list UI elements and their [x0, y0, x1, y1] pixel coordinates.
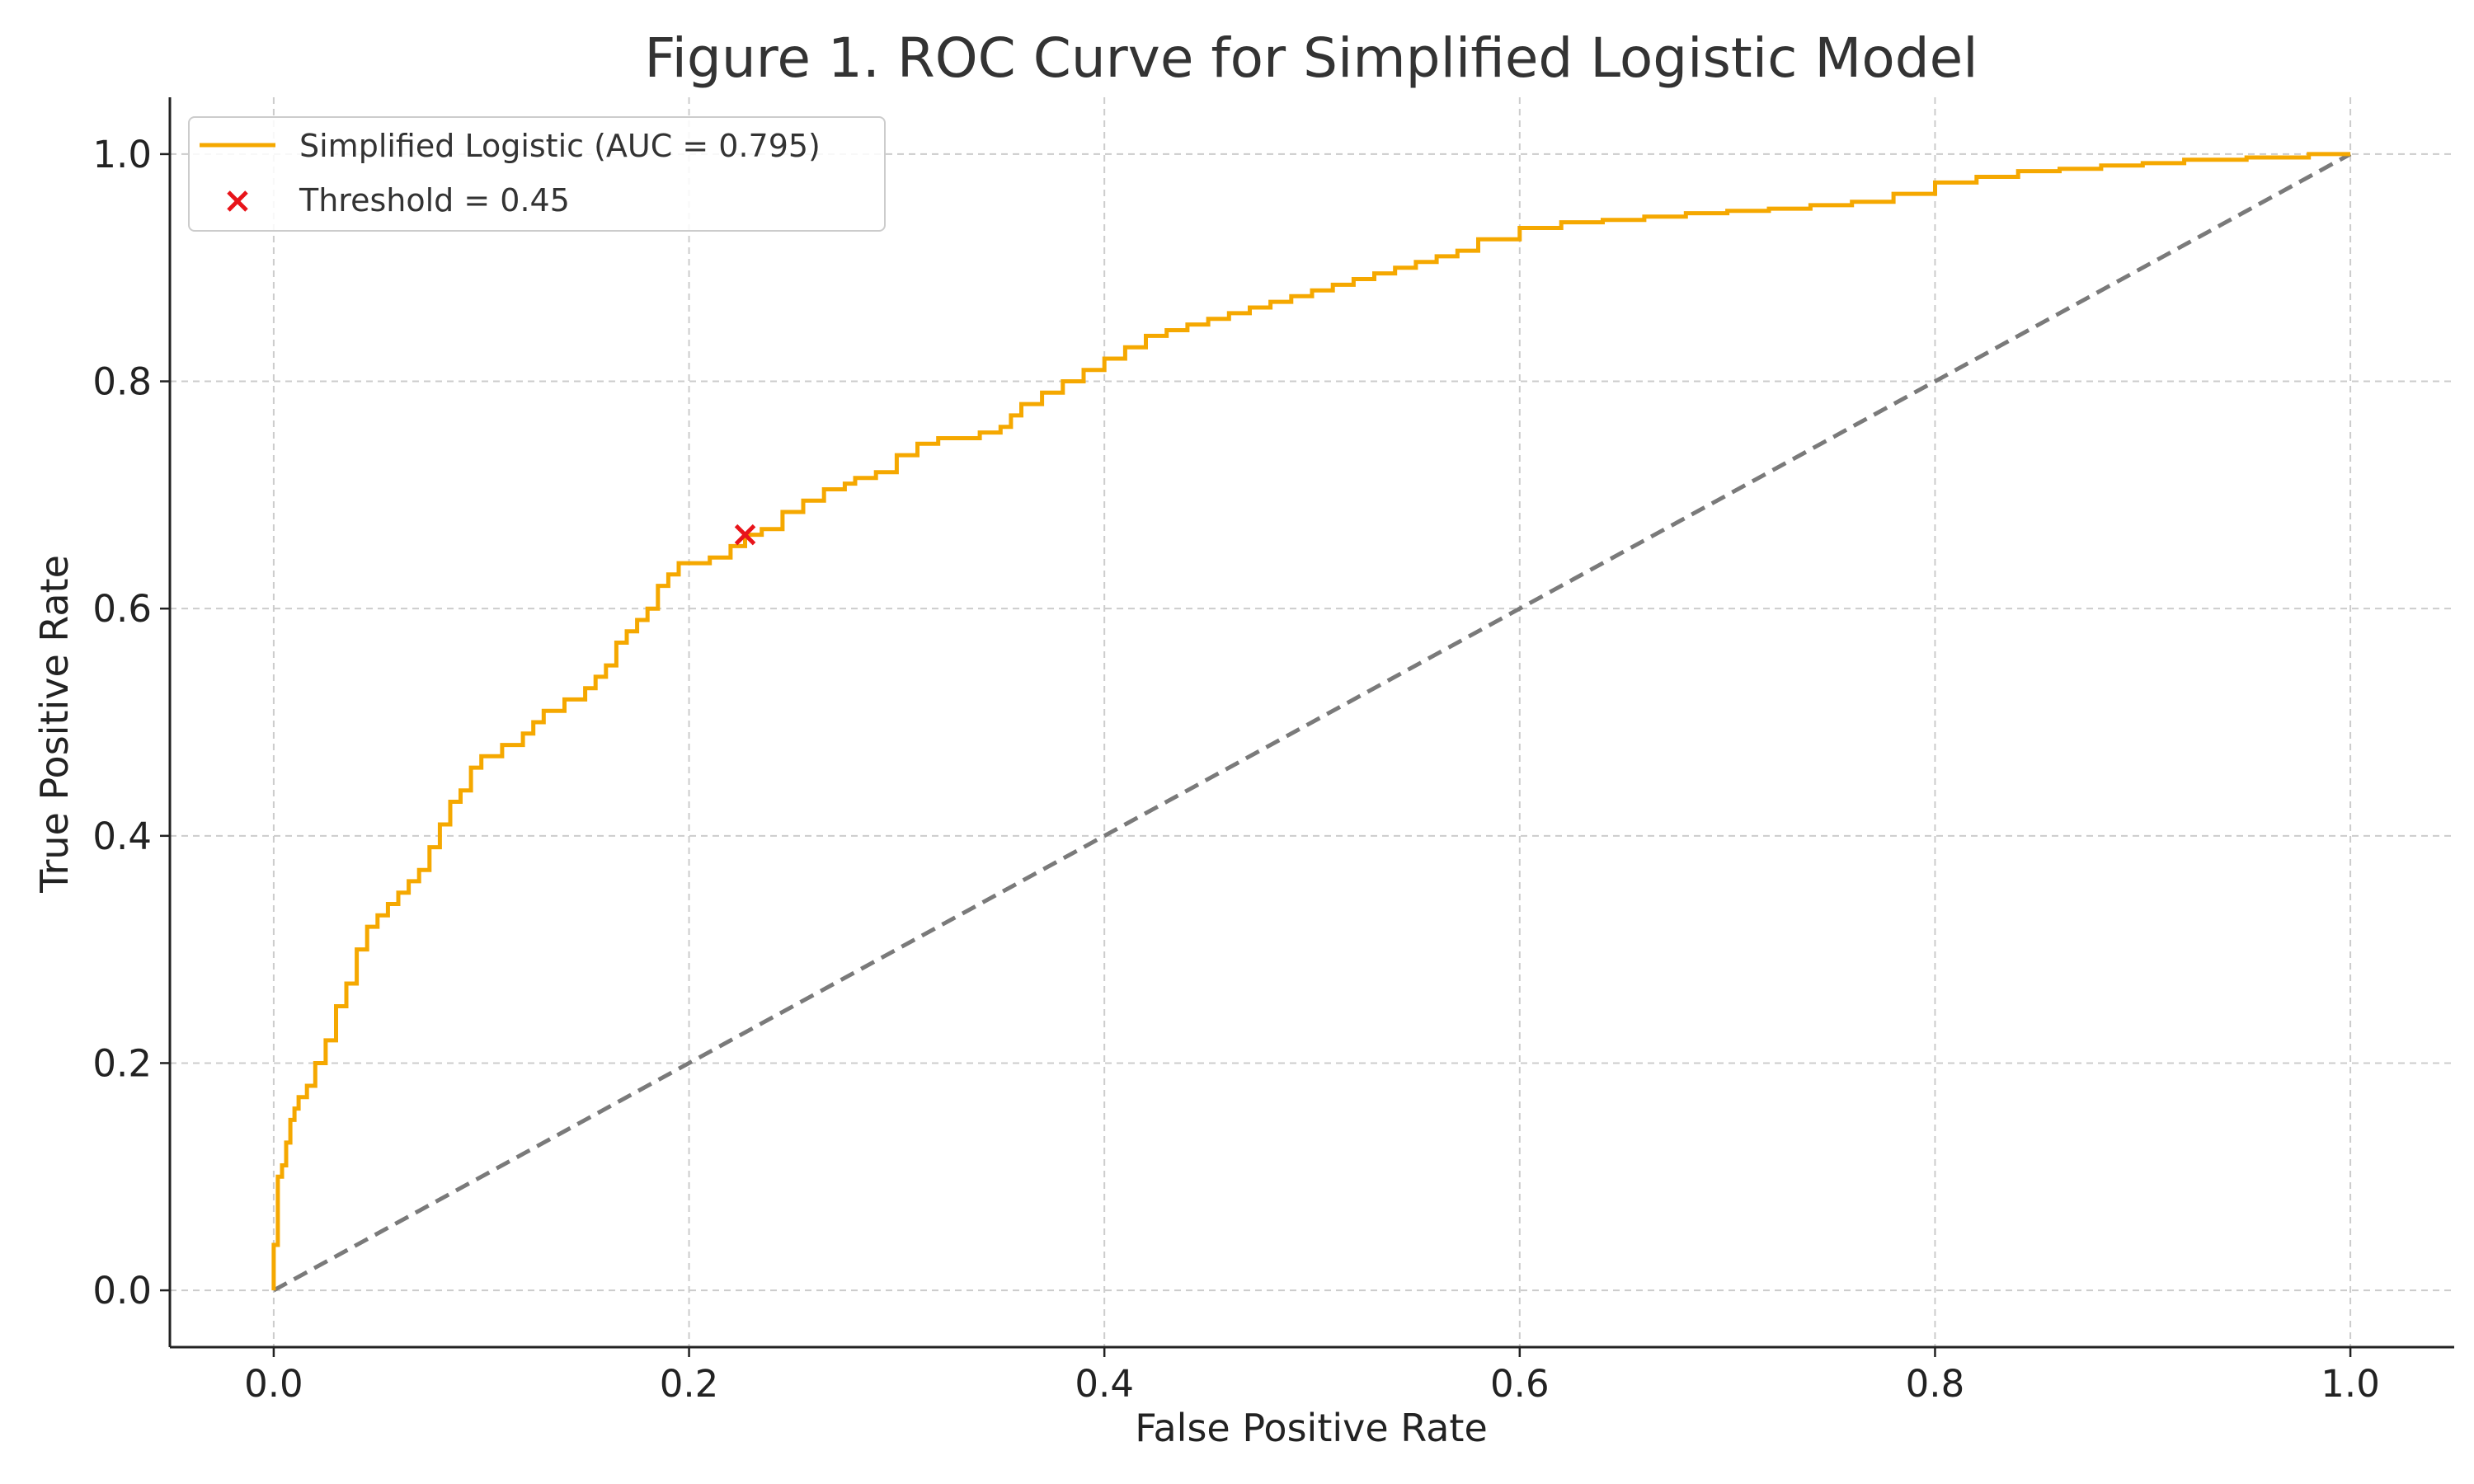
x-tick-label: 0.6 — [1490, 1362, 1550, 1406]
y-tick-label: 0.6 — [92, 587, 152, 631]
threshold-marker-group — [734, 524, 756, 546]
legend-label-threshold: Threshold = 0.45 — [299, 182, 570, 218]
x-tick-label: 0.8 — [1906, 1362, 1965, 1406]
legend-x-icon — [227, 190, 248, 212]
y-tick-label: 1.0 — [92, 133, 152, 176]
legend: Simplified Logistic (AUC = 0.795) Thresh… — [188, 116, 886, 232]
chance-diagonal — [272, 152, 2352, 1293]
y-ticks: 0.0 0.2 0.4 0.6 0.8 1.0 — [92, 133, 170, 1313]
y-axis-label: True Positive Rate — [32, 555, 77, 894]
x-ticks: 0.0 0.2 0.4 0.6 0.8 1.0 — [244, 1347, 2380, 1406]
grid — [170, 97, 2454, 1347]
legend-marker-swatch — [227, 190, 248, 212]
legend-label-curve: Simplified Logistic (AUC = 0.795) — [299, 128, 821, 164]
y-tick-label: 0.0 — [92, 1269, 152, 1313]
threshold-marker — [734, 524, 756, 546]
chart-title: Figure 1. ROC Curve for Simplified Logis… — [644, 26, 1978, 90]
legend-frame — [188, 116, 886, 232]
x-tick-label: 0.4 — [1075, 1362, 1134, 1406]
y-tick-label: 0.4 — [92, 815, 152, 858]
x-axis-label: False Positive Rate — [1135, 1406, 1488, 1450]
x-tick-label: 0.0 — [244, 1362, 303, 1406]
roc-curve-group — [271, 152, 2351, 1291]
diagonal-line — [272, 152, 2352, 1293]
roc-curve-line — [271, 152, 2351, 1291]
x-tick-label: 0.2 — [660, 1362, 719, 1406]
y-tick-label: 0.8 — [92, 360, 152, 404]
axes — [168, 97, 2454, 1349]
y-tick-label: 0.2 — [92, 1041, 152, 1085]
x-tick-label: 1.0 — [2321, 1362, 2380, 1406]
